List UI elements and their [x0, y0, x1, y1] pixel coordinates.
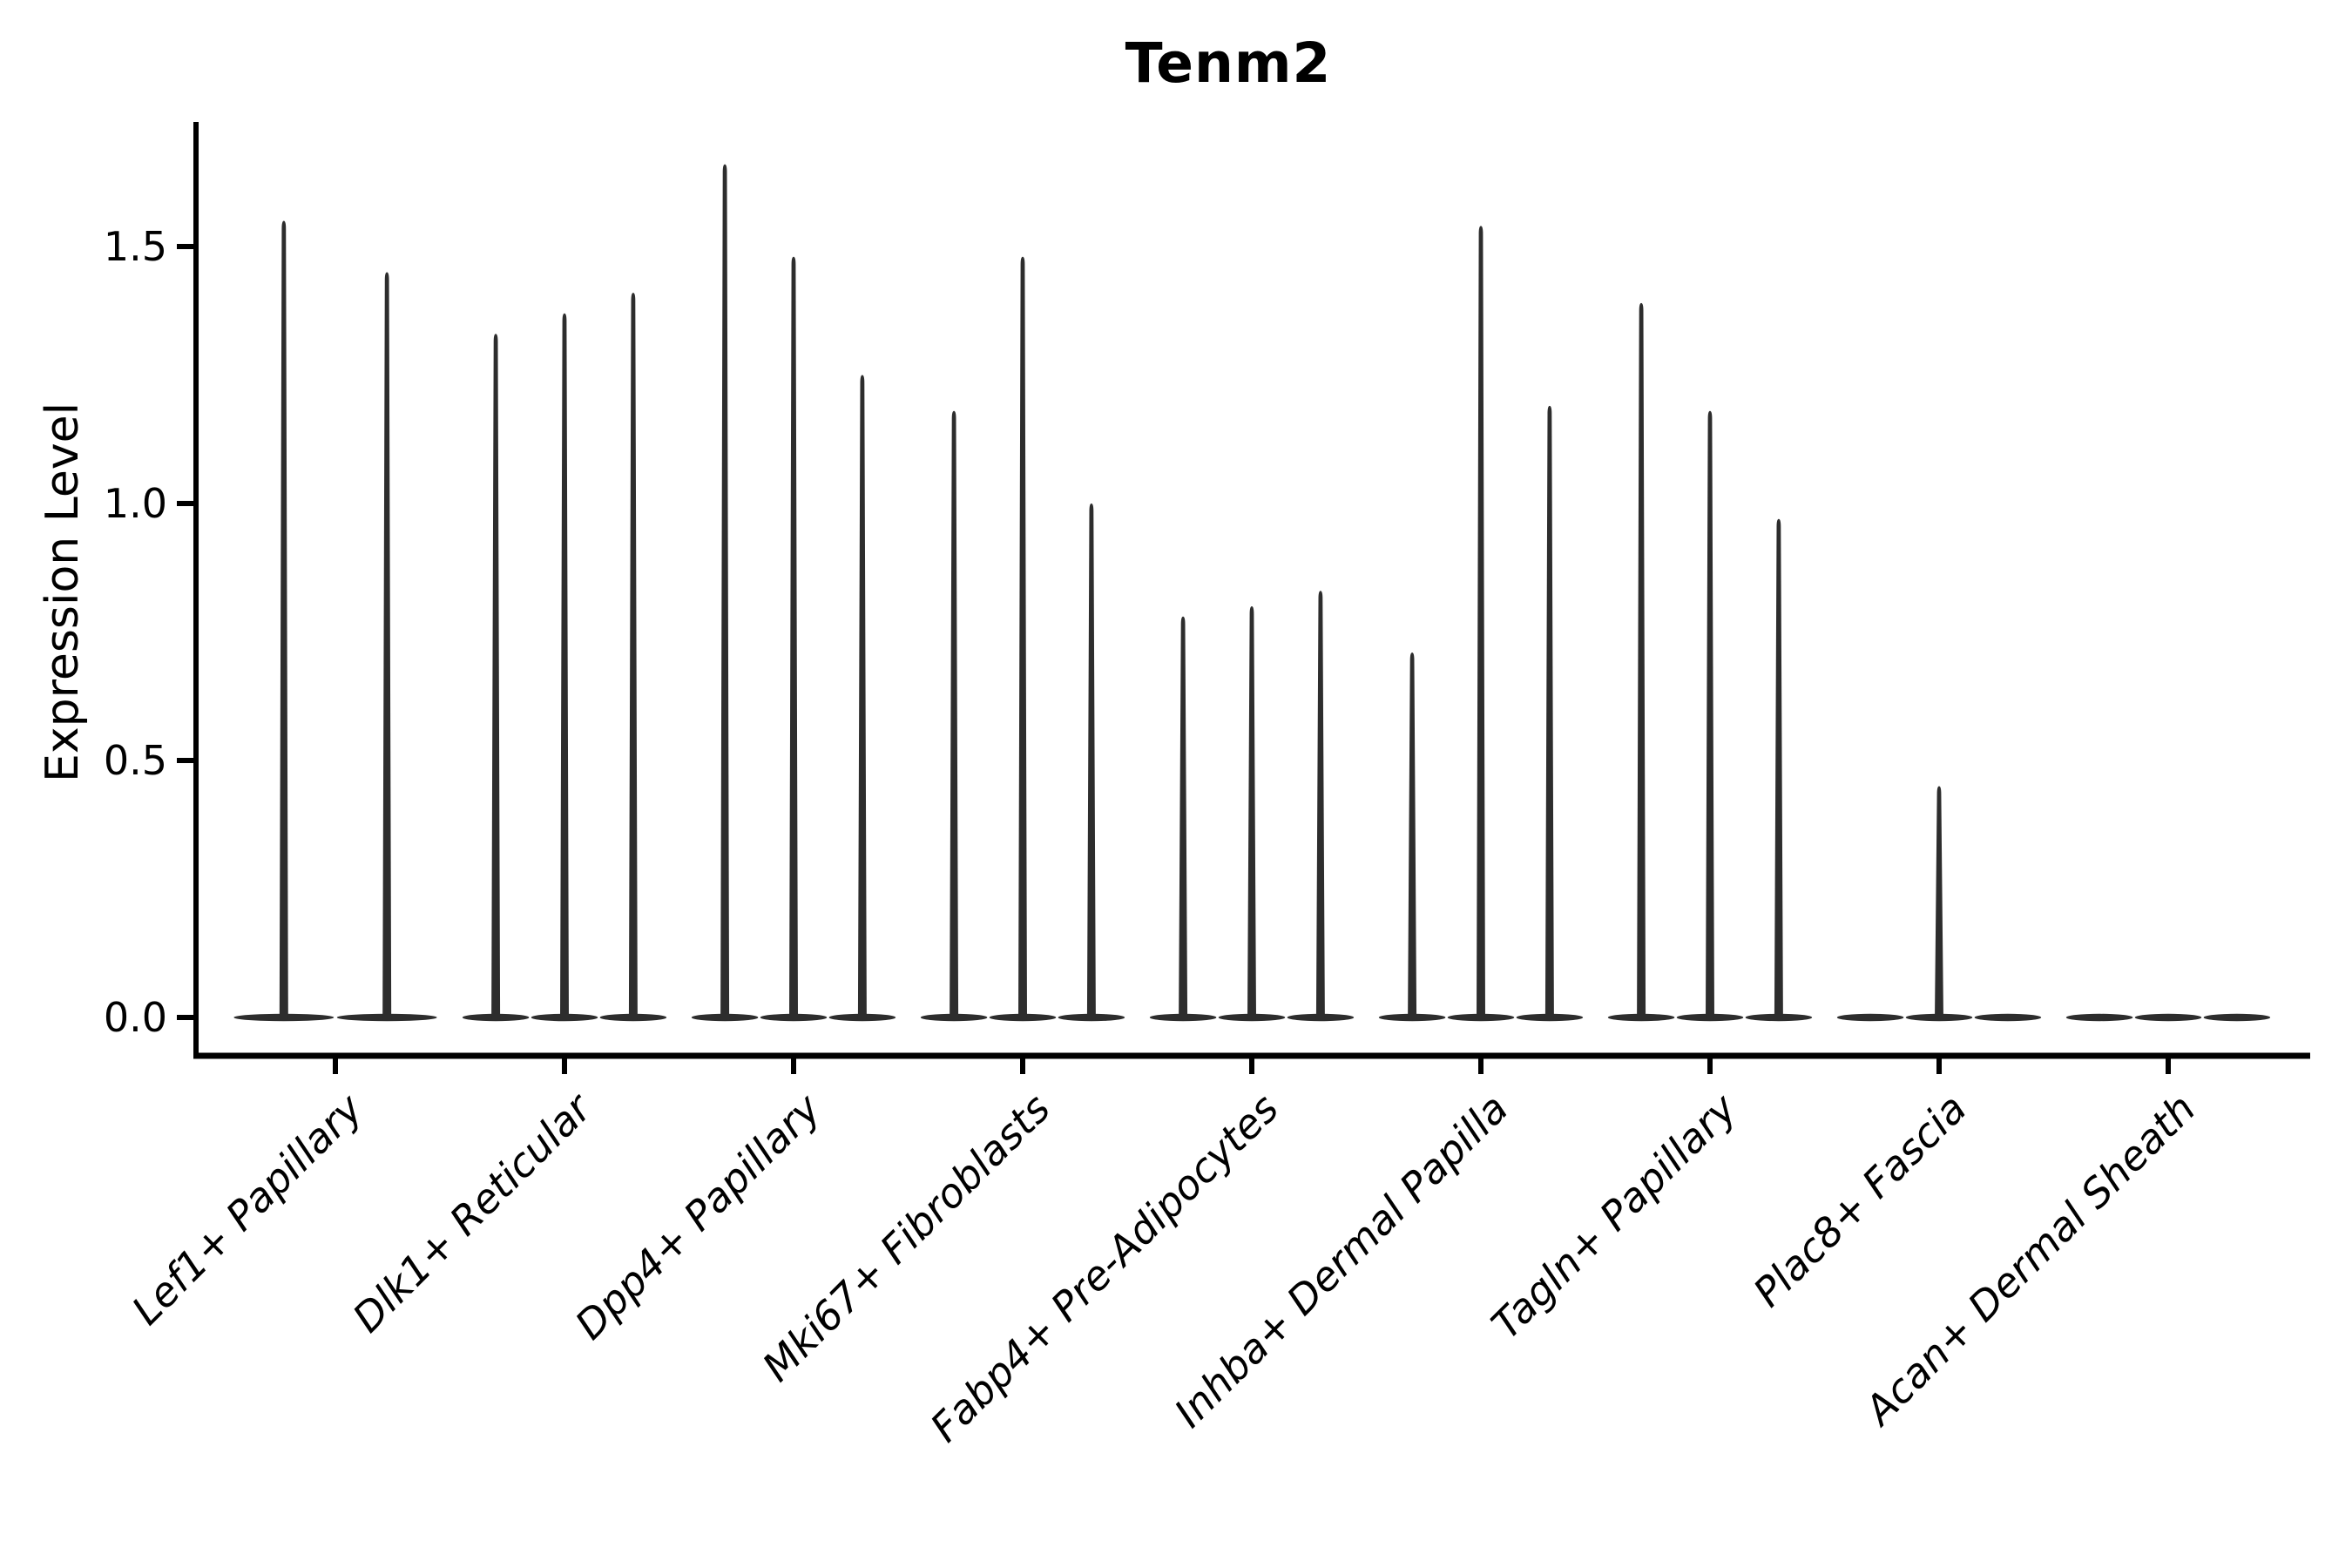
violin-base — [1836, 1013, 1904, 1022]
violin-spike — [857, 375, 867, 1020]
violin-spike — [1935, 786, 1943, 1020]
violin-spike — [950, 410, 959, 1020]
violin-spike — [1247, 606, 1256, 1020]
chart-title: Tenm2 — [1125, 31, 1332, 95]
y-tick-label: 0.0 — [103, 994, 167, 1041]
violin-base — [1974, 1013, 2042, 1022]
violin-spike — [1018, 256, 1027, 1020]
violin-base — [2134, 1013, 2202, 1022]
violin-spike — [1774, 518, 1783, 1020]
y-tick-label: 1.5 — [103, 223, 167, 270]
violin-spike — [720, 164, 730, 1021]
y-tick-label: 1.0 — [103, 480, 167, 527]
violin-spike — [1706, 410, 1714, 1020]
violin-spike — [560, 313, 569, 1020]
violin-spike — [1477, 226, 1485, 1020]
violin-spike — [1637, 302, 1646, 1020]
y-tick-label: 0.5 — [103, 737, 167, 784]
violin-spike — [491, 334, 501, 1020]
y-axis-label: Expression Level — [37, 402, 89, 783]
violin-spike — [382, 272, 392, 1020]
violin-base — [2203, 1013, 2271, 1022]
violin-spike — [789, 256, 798, 1020]
violin-spike — [1179, 616, 1188, 1020]
violin-spike — [1544, 405, 1554, 1020]
violin-spike — [1408, 652, 1417, 1020]
violin-base — [2065, 1013, 2133, 1022]
violin-spike — [628, 293, 638, 1021]
violin-spike — [1086, 504, 1096, 1020]
violin-spike — [1315, 591, 1325, 1020]
violin-spike — [279, 220, 288, 1020]
